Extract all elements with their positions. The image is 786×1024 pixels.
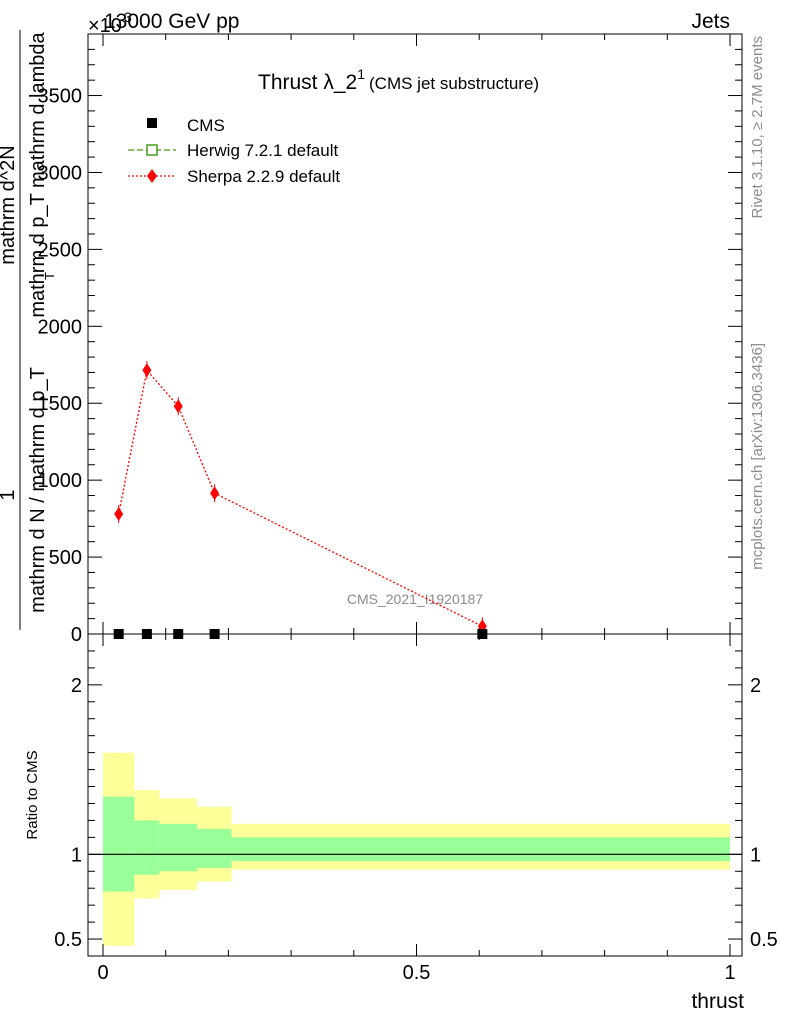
main-ytick-label: 2000	[38, 316, 83, 338]
ratio-bands	[88, 752, 742, 946]
beam-label: 13000 GeV pp	[104, 10, 239, 33]
main-ylabel: 1 mathrm d N / mathrm d p_T mathrm d^2N …	[0, 30, 57, 630]
legend-sherpa-label: Sherpa 2.2.9 default	[187, 167, 340, 186]
ratio-ytick-label-left: 1	[71, 844, 82, 866]
ratio-band-inner	[159, 823, 198, 872]
cms-point	[141, 629, 152, 639]
ylabel-denominator: mathrm d N / mathrm d p_T	[27, 367, 49, 613]
main-ytick-label: 1000	[38, 470, 83, 492]
title-sup: 1	[357, 66, 365, 82]
ratio-ytick-label-left: 2	[71, 675, 82, 697]
series-layer	[113, 361, 488, 639]
ylabel-subscript-t: T	[42, 272, 57, 280]
ratio-band-inner	[231, 837, 730, 862]
ratio-ytick-label-right: 2	[750, 675, 761, 697]
ratio-band-inner	[103, 796, 135, 892]
mcplots-citation: mcplots.cern.ch [arXiv:1306.3436]	[749, 343, 766, 570]
x-axis-label: thrust	[691, 990, 744, 1013]
legend-herwig-label: Herwig 7.2.1 default	[187, 141, 338, 160]
main-ytick-label: 0	[71, 624, 82, 646]
ratio-ticks: 0.5 0.5 1 1 2 2 0 0.5 1	[54, 634, 778, 984]
ratio-ytick-label-right: 0.5	[750, 929, 778, 951]
cms-point	[477, 629, 488, 639]
sherpa-point	[173, 399, 183, 414]
main-ytick-label: 500	[49, 547, 82, 569]
cms-point	[209, 629, 220, 639]
x-tick-label: 0.5	[403, 962, 431, 984]
legend: CMS Herwig 7.2.1 default Sherpa 2.2.9 de…	[128, 116, 340, 186]
legend-herwig-marker	[146, 144, 158, 156]
sherpa-point	[114, 507, 124, 521]
ratio-band-inner	[197, 828, 232, 868]
main-ytick-label: 1500	[38, 393, 83, 415]
main-ytick-label: 2500	[38, 239, 83, 261]
ratio-frame	[87, 633, 743, 957]
sherpa-point	[142, 363, 152, 378]
cms-point	[113, 629, 124, 639]
sherpa-point	[210, 486, 220, 501]
ratio-ytick-label-right: 1	[750, 844, 761, 866]
title-main: Thrust λ_2	[258, 71, 357, 94]
legend-cms-label: CMS	[187, 116, 225, 135]
legend-cms-marker	[147, 118, 157, 128]
cms-point	[173, 629, 184, 639]
rivet-version: Rivet 3.1.10, ≥ 2.7M events	[749, 36, 766, 219]
ratio-ylabel: Ratio to CMS	[24, 750, 41, 839]
main-ytick-label: 3000	[38, 162, 83, 184]
exponent-label: ×10	[88, 15, 122, 37]
ratio-band-inner	[134, 820, 160, 875]
main-ytick-label: 3500	[38, 86, 83, 108]
process-label: Jets	[691, 10, 730, 33]
ylabel-numerator: 1	[0, 489, 19, 500]
title-sub: (CMS jet substructure)	[369, 74, 539, 93]
x-tick-label: 0	[97, 962, 108, 984]
ylabel-main-denominator: mathrm d p_T mathrm d lambda	[27, 31, 49, 317]
sherpa-line	[118, 368, 483, 627]
exponent-power: 3	[124, 9, 132, 25]
plot-title: Thrust λ_21 (CMS jet substructure)	[258, 66, 539, 94]
ylabel-main-numerator: mathrm d^2N	[0, 145, 19, 264]
main-y-ticks: 0 500 1000 1500 2000 2500 3000 3500	[38, 33, 742, 646]
x-tick-label: 1	[724, 962, 735, 984]
ratio-ytick-label-left: 0.5	[54, 929, 82, 951]
legend-sherpa-marker	[147, 169, 157, 183]
analysis-watermark: CMS_2021_I1920187	[347, 591, 483, 607]
